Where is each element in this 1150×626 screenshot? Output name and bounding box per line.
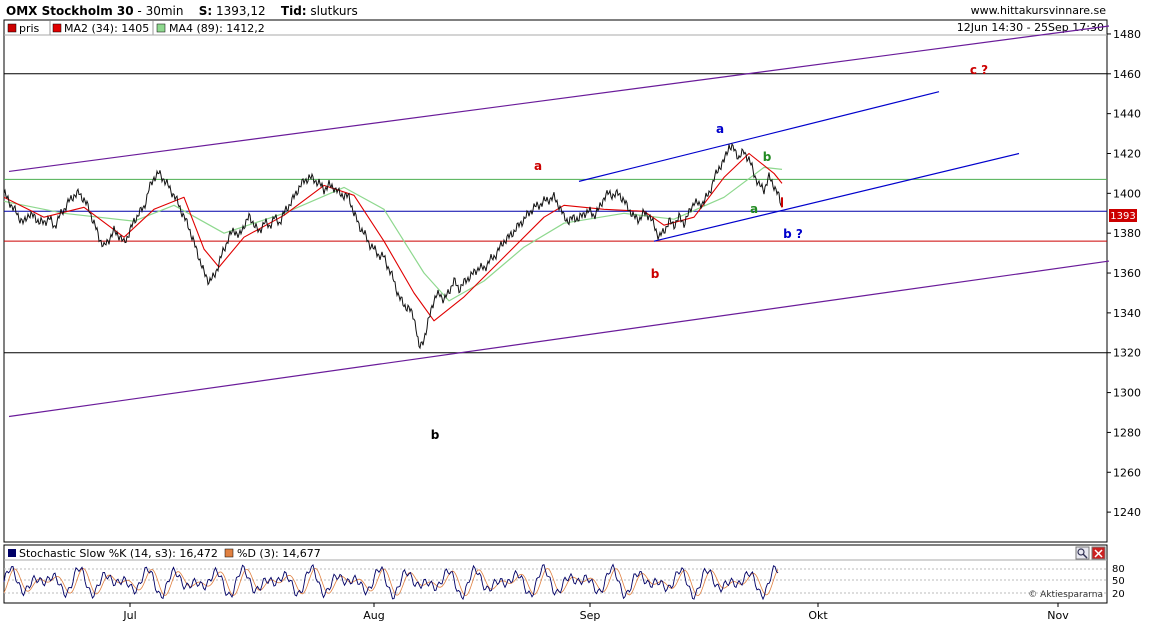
y-tick-label: 1340 [1113, 307, 1141, 320]
s-label: S: [198, 4, 213, 18]
ma89-line [3, 166, 783, 302]
current-price-tag [1109, 209, 1137, 222]
stoch-tick-20: 20 [1112, 589, 1125, 600]
s-value: 1393,12 [216, 4, 266, 18]
y-tick-label: 1460 [1113, 68, 1141, 81]
trend-line [8, 260, 1110, 418]
chart-header: OMX Stockholm 30 - 30min S: 1393,12 Tid:… [6, 4, 358, 18]
ma34-layer [3, 152, 783, 322]
y-tick-label: 1320 [1113, 347, 1141, 360]
y-axis: 1240 1260 1280 1300 1320 1340 1360 1380 1400 1420… [1107, 28, 1141, 519]
x-tick-label: Jul [122, 609, 136, 622]
stochastic-frame [3, 544, 1108, 604]
x-tick-label: Sep [580, 609, 601, 622]
main-plot-frame [3, 19, 1108, 543]
close-pane-icon[interactable] [1091, 546, 1106, 560]
stochastic-layer [3, 563, 779, 601]
x-tick-label: Okt [808, 609, 828, 622]
wave-label: a [534, 159, 542, 173]
ma89-layer [3, 166, 783, 302]
x-axis: Jul Aug Sep Okt Nov [122, 603, 1069, 622]
price-line [3, 142, 783, 350]
y-tick-label: 1260 [1113, 466, 1141, 479]
trend-line [653, 152, 1020, 242]
legend-ma34: MA2 (34): 1405 [64, 22, 149, 35]
trend-lines [8, 25, 1110, 418]
wave-annotations: c ? a a b a b ? b b [431, 63, 988, 442]
stoch-k-swatch [8, 549, 16, 557]
ma34-line [3, 152, 783, 322]
wave-label: a [716, 122, 724, 136]
stoch-d-swatch [224, 548, 234, 558]
wave-label: b [431, 428, 440, 442]
wave-label: c ? [970, 63, 988, 77]
legend-ma89: MA4 (89): 1412,2 [169, 22, 265, 35]
y-tick-label: 1240 [1113, 506, 1141, 519]
stoch-tick-80: 80 [1112, 564, 1125, 575]
stoch-d-legend: %D (3): 14,677 [237, 547, 321, 560]
y-tick-label: 1360 [1113, 267, 1141, 280]
y-tick-label: 1280 [1113, 426, 1141, 439]
wave-label: b [763, 150, 772, 164]
tid-value: slutkurs [310, 4, 358, 18]
y-tick-label: 1420 [1113, 147, 1141, 160]
trend-line [578, 91, 940, 182]
stoch-tick-50: 50 [1112, 576, 1125, 587]
legend-swatch-ma89 [156, 23, 166, 33]
zoom-icon[interactable] [1075, 546, 1090, 560]
horizontal-levels [4, 73, 1107, 354]
price-layer [3, 142, 783, 350]
y-tick-label: 1300 [1113, 387, 1141, 400]
y-tick-label: 1440 [1113, 108, 1141, 121]
stoch-d-line [3, 567, 779, 597]
tid-label: Tid: [280, 4, 307, 18]
legend-pris: pris [19, 22, 40, 35]
y-tick-label: 1380 [1113, 227, 1141, 240]
x-tick-label: Nov [1047, 609, 1069, 622]
watermark: © Aktiespararna [1028, 590, 1103, 600]
stoch-k-legend: Stochastic Slow %K (14, s3): 16,472 [19, 547, 218, 560]
y-tick-label: 1400 [1113, 187, 1141, 200]
wave-label: b ? [783, 227, 803, 241]
current-price-label: 1393 [1110, 211, 1135, 222]
legend-swatch-ma34 [52, 23, 62, 33]
wave-label: a [750, 202, 758, 216]
x-tick-label: Aug [363, 609, 384, 622]
legend-swatch-pris [7, 23, 17, 33]
wave-label: b [651, 267, 660, 281]
instrument-name: OMX Stockholm 30 [6, 4, 134, 18]
y-tick-label: 1480 [1113, 28, 1141, 41]
stoch-k-line [3, 563, 779, 601]
trend-line [8, 25, 1110, 173]
interval: 30min [145, 4, 184, 18]
site-url: www.hittakursvinnare.se [970, 4, 1106, 17]
date-range: 12Jun 14:30 - 25Sep 17:30 [956, 21, 1104, 34]
